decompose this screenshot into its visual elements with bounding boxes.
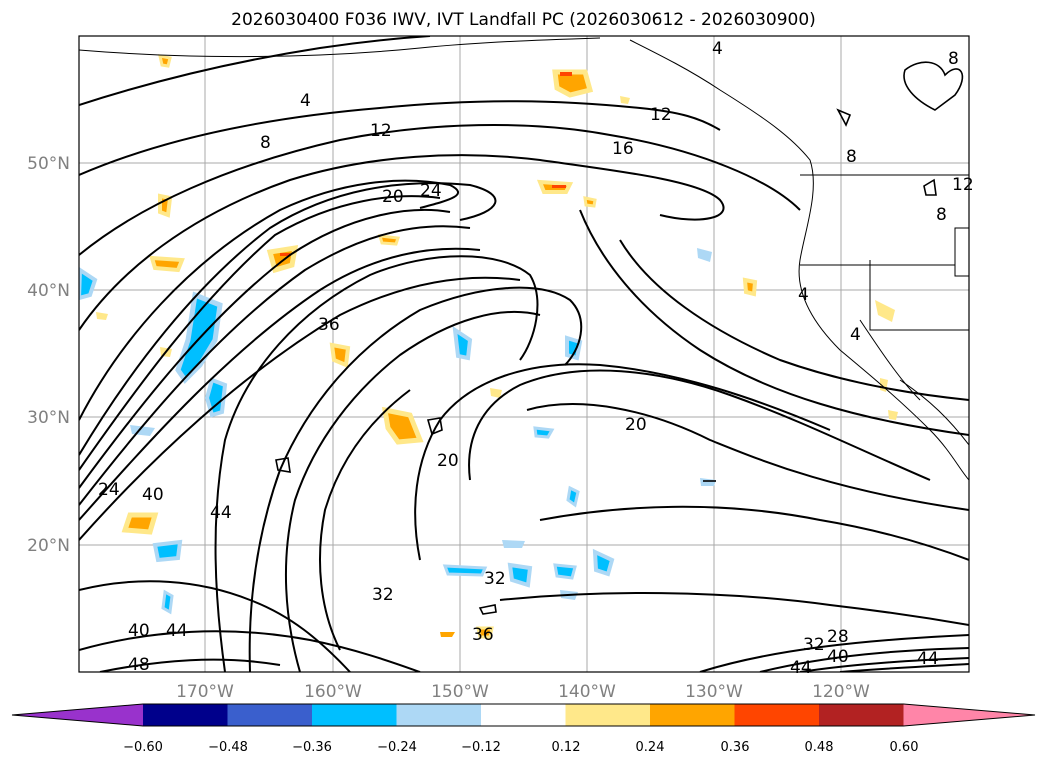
iwv-contours <box>79 36 969 672</box>
colorbar-tick: 0.60 <box>890 740 919 755</box>
colorbar-tick: 0.48 <box>805 740 834 755</box>
lat-label-20n: 20°N <box>27 536 70 556</box>
colorbar-segment <box>650 704 735 726</box>
lon-label-130w: 130°W <box>685 682 743 702</box>
contour-label: 36 <box>472 625 494 645</box>
contour-label: 32 <box>372 585 394 605</box>
contour-label: 24 <box>420 181 442 201</box>
contour-label: 44 <box>790 658 812 678</box>
contour-label: 40 <box>128 621 150 641</box>
colorbar-tick: 0.12 <box>552 740 581 755</box>
contour-labels: 4 8 12 12 16 20 24 36 20 20 24 40 44 40 … <box>98 39 974 678</box>
colorbar-segment <box>227 704 313 726</box>
lat-label-50n: 50°N <box>27 154 70 174</box>
contour-label: 8 <box>936 205 947 225</box>
contour-label: 8 <box>948 49 959 69</box>
lat-label-40n: 40°N <box>27 281 70 301</box>
colorbar-outline <box>11 703 1036 727</box>
contour-label: 32 <box>803 635 825 655</box>
contour-label: 44 <box>166 621 188 641</box>
colorbar-segment <box>312 704 397 726</box>
map-title: 2026030400 F036 IWV, IVT Landfall PC (20… <box>231 10 816 30</box>
colorbar-tick: −0.36 <box>292 740 332 755</box>
colorbar-tick: 0.24 <box>636 740 665 755</box>
colorbar-tick: −0.48 <box>208 740 248 755</box>
contour-label: 32 <box>484 569 506 589</box>
strong-anomaly-spots <box>280 72 572 256</box>
latitude-labels: 50°N 40°N 30°N 20°N <box>27 154 70 556</box>
colorbar-segment <box>396 704 482 726</box>
contour-label: 4 <box>300 91 311 111</box>
contour-label: 48 <box>128 655 150 675</box>
contour-label: 16 <box>612 139 634 159</box>
contour-label: 28 <box>827 627 849 647</box>
contour-label: 44 <box>917 649 939 669</box>
colorbar <box>11 703 1036 727</box>
colorbar-segment <box>734 704 820 726</box>
lon-label-170w: 170°W <box>176 682 234 702</box>
coastlines <box>79 37 969 481</box>
lat-label-30n: 30°N <box>27 408 70 428</box>
colorbar-segment <box>565 704 651 726</box>
lon-label-160w: 160°W <box>304 682 362 702</box>
lon-label-140w: 140°W <box>558 682 616 702</box>
contour-label: 12 <box>650 105 672 125</box>
colorbar-extend-low <box>12 704 143 726</box>
contour-label: 20 <box>625 415 647 435</box>
contour-label: 12 <box>952 175 974 195</box>
contour-label: 20 <box>382 187 404 207</box>
contour-label: 8 <box>846 147 857 167</box>
contour-label: 40 <box>142 485 164 505</box>
colorbar-tick: −0.60 <box>123 740 163 755</box>
contour-label: 20 <box>437 451 459 471</box>
contour-label: 8 <box>260 133 271 153</box>
contour-label: 4 <box>850 325 861 345</box>
lon-label-120w: 120°W <box>812 682 870 702</box>
colorbar-tick-labels: −0.60 −0.48 −0.36 −0.24 −0.12 0.12 0.24 … <box>123 740 918 755</box>
colorbar-segment <box>481 704 566 726</box>
small-contours <box>275 61 964 615</box>
contour-label: 4 <box>712 39 723 59</box>
colorbar-extend-high <box>903 704 1035 726</box>
colorbar-segment <box>819 704 904 726</box>
contour-label: 40 <box>827 647 849 667</box>
contour-label: 36 <box>318 315 340 335</box>
contour-label: 44 <box>210 503 232 523</box>
contour-label: 12 <box>370 121 392 141</box>
lon-label-150w: 150°W <box>431 682 489 702</box>
colorbar-tick: 0.36 <box>721 740 750 755</box>
contour-label: 4 <box>798 285 809 305</box>
colorbar-tick: −0.12 <box>461 740 501 755</box>
colorbar-segment <box>143 704 228 726</box>
colorbar-tick: −0.24 <box>377 740 417 755</box>
longitude-labels: 170°W 160°W 150°W 140°W 130°W 120°W <box>176 682 870 702</box>
contour-label: 24 <box>98 480 120 500</box>
